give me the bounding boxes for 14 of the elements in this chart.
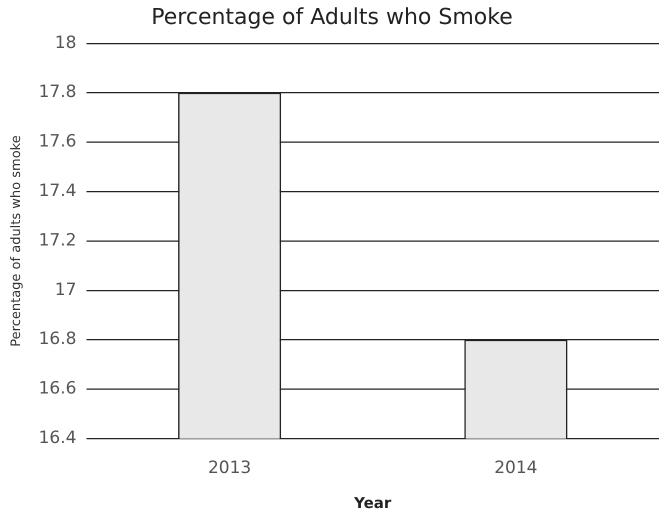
y-tick-label: 16.8 xyxy=(38,329,76,350)
y-tick-label: 18 xyxy=(54,32,76,53)
chart-title: Percentage of Adults who Smoke xyxy=(151,4,513,30)
y-axis-title: Percentage of adults who smoke xyxy=(9,135,24,347)
y-tick-label: 17.8 xyxy=(38,82,76,102)
y-tick-label: 17.2 xyxy=(38,230,76,250)
x-tick-label: 2014 xyxy=(494,458,538,478)
y-tick-label: 16.4 xyxy=(38,428,76,448)
y-tick-label: 17.6 xyxy=(38,132,76,152)
x-axis-title: Year xyxy=(353,494,392,512)
y-tick-label: 17 xyxy=(54,280,76,300)
x-tick-label: 2013 xyxy=(208,458,252,478)
y-tick-label: 17.4 xyxy=(38,181,76,202)
y-tick-label: 16.6 xyxy=(38,378,76,399)
